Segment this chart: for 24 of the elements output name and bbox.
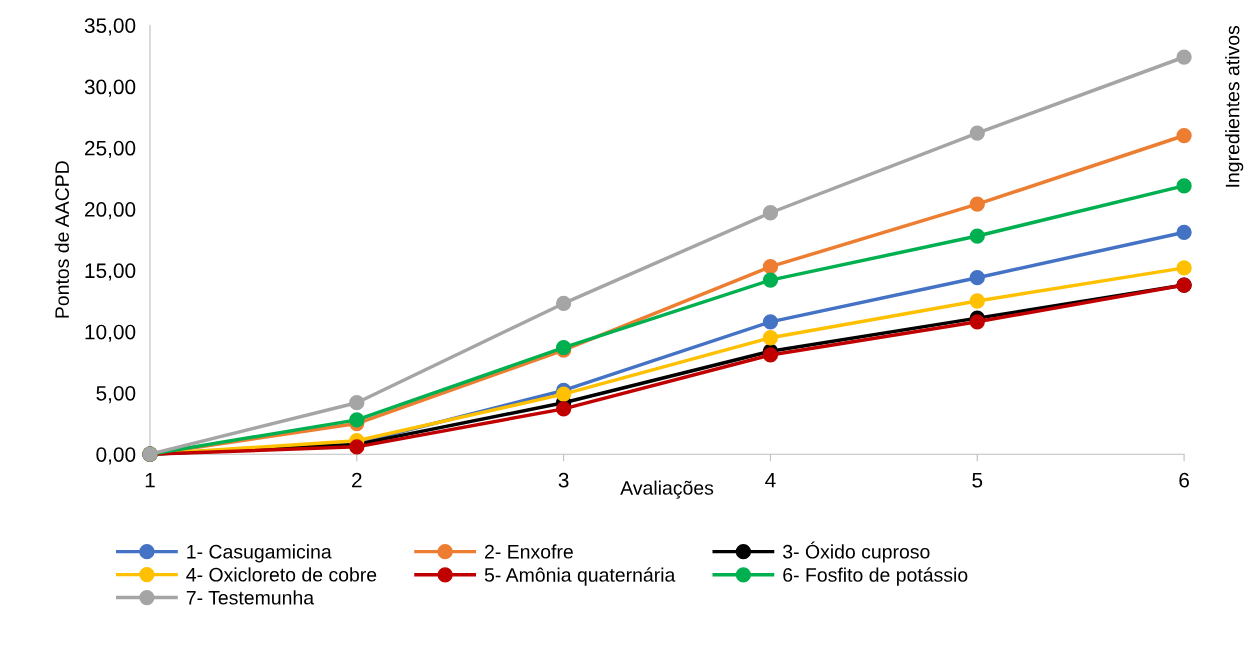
legend-label: 2- Enxofre [485,544,573,559]
y-tick-label: 35,00 [84,18,136,36]
legend-label: 6- Fosfito de potássio [783,567,968,586]
y-tick-label: 20,00 [85,202,136,220]
x-tick-label: 4 [765,473,776,488]
x-tick-label: 2 [352,472,362,488]
y-axis-title: Pontos de AACPD [54,161,70,318]
y-tick-label: 30,00 [84,79,136,97]
legend-label: 1- Casugamicina [187,544,332,563]
y-tick-label: 25,00 [85,140,136,159]
legend-title: Ingredientes ativos [1225,25,1244,187]
y-tick-label: 0,00 [96,447,136,465]
y-tick-label: 15,00 [85,263,136,281]
legend-label: 7- Testemunha [186,590,315,605]
x-tick-label: 6 [1179,472,1189,488]
legend-label: 3- Óxido cuproso [783,541,930,563]
y-tick-label: 10,00 [85,324,136,342]
x-axis-title: Avaliações [620,480,714,499]
legend-label: 4- Oxicloreto de cobre [186,567,377,582]
x-tick-label: 3 [558,472,569,488]
x-tick-label: 1 [145,473,155,488]
x-tick-label: 5 [972,473,983,488]
legend-label: 5- Amônia quaternária [484,567,676,586]
y-tick-label: 5,00 [96,385,136,404]
